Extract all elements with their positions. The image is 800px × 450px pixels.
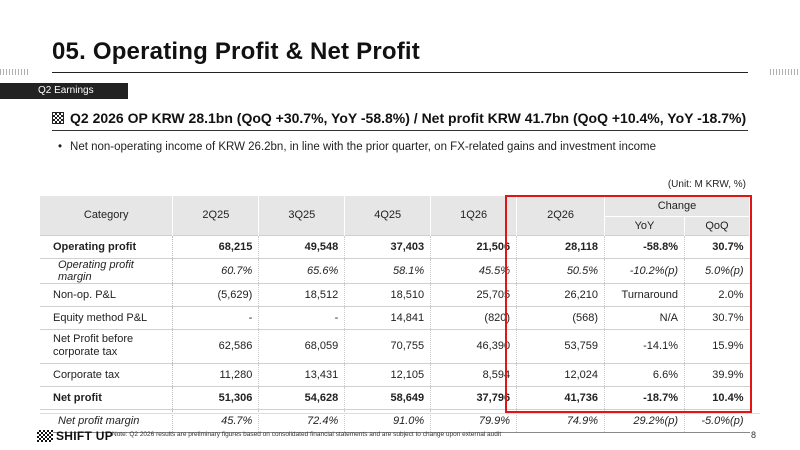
- row-label: Operating profit margin: [40, 257, 174, 283]
- decorative-hatch-right: [770, 69, 800, 75]
- cell-value: -: [258, 305, 346, 329]
- cell-value: 37,403: [344, 234, 432, 258]
- row-label: Corporate tax: [40, 362, 174, 386]
- bullet-marker: •: [58, 141, 63, 153]
- decorative-hatch-left: [0, 69, 30, 75]
- table-row: Operating profit 68,215 49,548 37,403 21,506…: [40, 234, 750, 258]
- headline-divider: [52, 130, 748, 131]
- cell-value: 12,105: [344, 362, 432, 386]
- header-category: Category: [40, 196, 174, 235]
- cell-value: 54,628: [258, 385, 346, 409]
- cell-qoq: 15.9%: [684, 328, 750, 363]
- table-row: Corporate tax 11,280 13,431 12,105 8,594 12,0…: [40, 362, 750, 386]
- table-row: Equity method P&L - -14,841 (820) (568) N/A 30…: [40, 305, 750, 329]
- cell-qoq: 39.9%: [684, 362, 750, 386]
- header-2q25: 2Q25: [172, 196, 260, 235]
- header-2q26: 2Q26: [516, 196, 606, 235]
- header-qoq: QoQ: [684, 215, 751, 235]
- table-row: Net profit margin 45.7% 72.4% 91.0% 79.9% 74.…: [40, 408, 750, 433]
- checkered-flag-icon: [52, 112, 64, 124]
- cell-value: 91.0%: [344, 408, 432, 433]
- section-tag: Q2 Earnings: [0, 83, 128, 99]
- row-label: Net profit margin: [40, 408, 174, 433]
- cell-value: 8,594: [430, 362, 518, 386]
- cell-value: 25,705: [430, 282, 518, 306]
- cell-yoy: -58.8%: [604, 234, 685, 258]
- company-logo: SHIFT UP: [37, 429, 113, 443]
- table-row: Net Profit before corporate tax 62,586 68,…: [40, 328, 750, 363]
- cell-yoy: Turnaround: [604, 282, 685, 306]
- logo-flag-icon: [37, 430, 53, 442]
- header-yoy: YoY: [604, 215, 685, 235]
- header-1q26: 1Q26: [430, 196, 518, 235]
- cell-value: 18,512: [258, 282, 346, 306]
- cell-qoq: 5.0%(p): [684, 257, 750, 283]
- logo-text: SHIFT UP: [56, 429, 114, 443]
- cell-value: -: [172, 305, 260, 329]
- cell-qoq: 30.7%: [684, 305, 750, 329]
- cell-value: 68,059: [258, 328, 346, 363]
- cell-value: (5,629): [172, 282, 260, 306]
- headline: Q2 2026 OP KRW 28.1bn (QoQ +30.7%, YoY -…: [70, 110, 747, 126]
- table-row: Non-op. P&L (5,629) 18,512 18,510 25,705 26,2…: [40, 282, 750, 306]
- cell-value: 50.5%: [516, 257, 606, 283]
- cell-value: 45.7%: [172, 408, 260, 433]
- unit-label: (Unit: M KRW, %): [667, 179, 746, 190]
- cell-yoy: -18.7%: [604, 385, 685, 409]
- cell-value: 46,390: [430, 328, 518, 363]
- cell-yoy: -14.1%: [604, 328, 685, 363]
- headline-row: Q2 2026 OP KRW 28.1bn (QoQ +30.7%, YoY -…: [52, 106, 748, 130]
- title-divider: [52, 72, 748, 73]
- cell-value: 37,796: [430, 385, 518, 409]
- cell-value: 11,280: [172, 362, 260, 386]
- cell-value: 62,586: [172, 328, 260, 363]
- table-row: Net profit 51,306 54,628 58,649 37,796 41,736…: [40, 385, 750, 409]
- cell-qoq: 30.7%: [684, 234, 750, 258]
- cell-value: 70,755: [344, 328, 432, 363]
- cell-value: 53,759: [516, 328, 606, 363]
- cell-value: 65.6%: [258, 257, 346, 283]
- cell-qoq: 10.4%: [684, 385, 750, 409]
- cell-value: 58.1%: [344, 257, 432, 283]
- slide-title: 05. Operating Profit & Net Profit: [52, 38, 420, 65]
- cell-value: (820): [430, 305, 518, 329]
- cell-value: 60.7%: [172, 257, 260, 283]
- table-row: Operating profit margin 60.7% 65.6% 58.1% 45…: [40, 257, 750, 283]
- cell-yoy: N/A: [604, 305, 685, 329]
- bullet-point: • Net non-operating income of KRW 26.2bn,…: [58, 141, 656, 153]
- header-3q25: 3Q25: [258, 196, 346, 235]
- page-number: 8: [750, 430, 756, 440]
- cell-value: 58,649: [344, 385, 432, 409]
- cell-value: 51,306: [172, 385, 260, 409]
- cell-value: 72.4%: [258, 408, 346, 433]
- cell-yoy: -10.2%(p): [604, 257, 685, 283]
- cell-value: 49,548: [258, 234, 346, 258]
- row-label: Operating profit: [40, 234, 174, 258]
- cell-value: 14,841: [344, 305, 432, 329]
- cell-value: 41,736: [516, 385, 606, 409]
- cell-value: 28,118: [516, 234, 606, 258]
- cell-value: 12,024: [516, 362, 606, 386]
- cell-qoq: 2.0%: [684, 282, 750, 306]
- cell-value: 45.5%: [430, 257, 518, 283]
- footer-divider: [40, 413, 760, 414]
- cell-value: 68,215: [172, 234, 260, 258]
- cell-qoq: -5.0%(p): [684, 408, 750, 433]
- row-label: Net Profit before corporate tax: [40, 328, 174, 363]
- cell-value: 79.9%: [430, 408, 518, 433]
- row-label: Equity method P&L: [40, 305, 174, 329]
- bullet-text: Net non-operating income of KRW 26.2bn, …: [70, 141, 656, 153]
- cell-value: 18,510: [344, 282, 432, 306]
- row-label: Net profit: [40, 385, 174, 409]
- row-label: Non-op. P&L: [40, 282, 174, 306]
- cell-yoy: 6.6%: [604, 362, 685, 386]
- cell-value: 26,210: [516, 282, 606, 306]
- cell-value: 13,431: [258, 362, 346, 386]
- header-4q25: 4Q25: [344, 196, 432, 235]
- header-change: Change: [604, 196, 750, 216]
- cell-value: 21,506: [430, 234, 518, 258]
- cell-value: (568): [516, 305, 606, 329]
- financial-table: Category 2Q25 3Q25 4Q25 1Q26 2Q26 Change…: [40, 196, 751, 433]
- footnote: Note: Q2 2026 results are preliminary fi…: [112, 431, 502, 438]
